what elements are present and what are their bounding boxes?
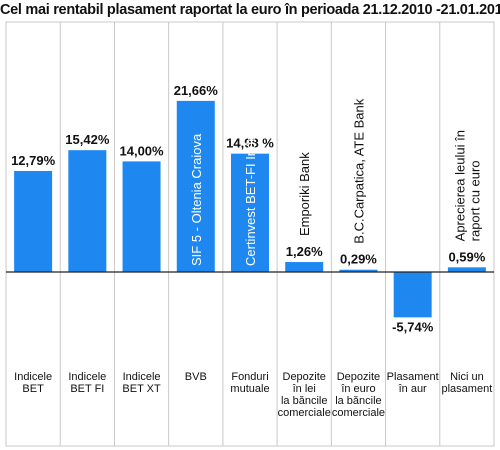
category-label-6: în lei	[292, 383, 316, 395]
bar-6	[285, 262, 324, 272]
value-label-3: 14,00%	[120, 143, 165, 158]
category-label-3: BET XT	[122, 383, 161, 395]
value-label-4: 21,66%	[174, 83, 219, 98]
category-label-7: Depozite	[337, 371, 380, 383]
category-label-9: plasament	[442, 383, 493, 395]
value-label-6: 1,26%	[286, 244, 323, 259]
category-label-2: Indicele	[68, 371, 106, 383]
category-label-2: BET FI	[70, 383, 104, 395]
category-label-6: Depozite	[283, 371, 326, 383]
bar-4	[176, 100, 215, 272]
bar-annotation-9: raport cu euro	[467, 160, 482, 241]
value-label-9: 0,59%	[448, 249, 485, 264]
bar-8	[393, 272, 432, 318]
value-label-1: 12,79%	[11, 153, 56, 168]
category-label-8: Plasament	[387, 371, 439, 383]
category-label-6: comerciale	[278, 407, 331, 419]
bar-5	[231, 153, 269, 272]
bar-annotation-6: Emporiki Bank	[297, 152, 312, 236]
chart-title: Cel mai rentabil plasament raportat la e…	[0, 2, 500, 18]
category-label-4: BVB	[185, 371, 207, 383]
value-label-2: 15,42%	[65, 132, 110, 147]
value-label-7: 0,29%	[340, 252, 377, 267]
category-label-8: în aur	[398, 383, 427, 395]
category-label-6: la băncile	[281, 395, 327, 407]
category-label-3: Indicele	[123, 371, 161, 383]
bar-9	[447, 267, 486, 272]
category-label-9: Nici un	[450, 371, 484, 383]
bar-2	[68, 150, 107, 272]
category-label-7: comerciale	[332, 407, 385, 419]
bar-annotation-5: Certinvest BET-FI Index	[243, 128, 258, 266]
category-label-7: la băncile	[335, 395, 381, 407]
category-label-5: Fonduri	[231, 371, 268, 383]
bar-annotation-9: Aprecierea leului în	[452, 130, 467, 241]
category-label-7: în euro	[340, 383, 375, 395]
chart-frame	[5, 21, 495, 447]
bar-1	[14, 170, 53, 272]
bar-annotation-4: SIF 5 - Oltenia Craiova	[189, 133, 204, 266]
value-label-8: -5,74%	[392, 319, 434, 334]
bar-7	[339, 269, 378, 272]
category-label-1: BET	[22, 383, 44, 395]
category-label-5: mutuale	[230, 383, 269, 395]
value-label-5: 14,98 %	[226, 136, 274, 151]
bar-annotation-7: B.C.Carpatica, ATE Bank	[351, 98, 366, 243]
category-label-1: Indicele	[14, 371, 52, 383]
bar-3	[122, 161, 161, 272]
